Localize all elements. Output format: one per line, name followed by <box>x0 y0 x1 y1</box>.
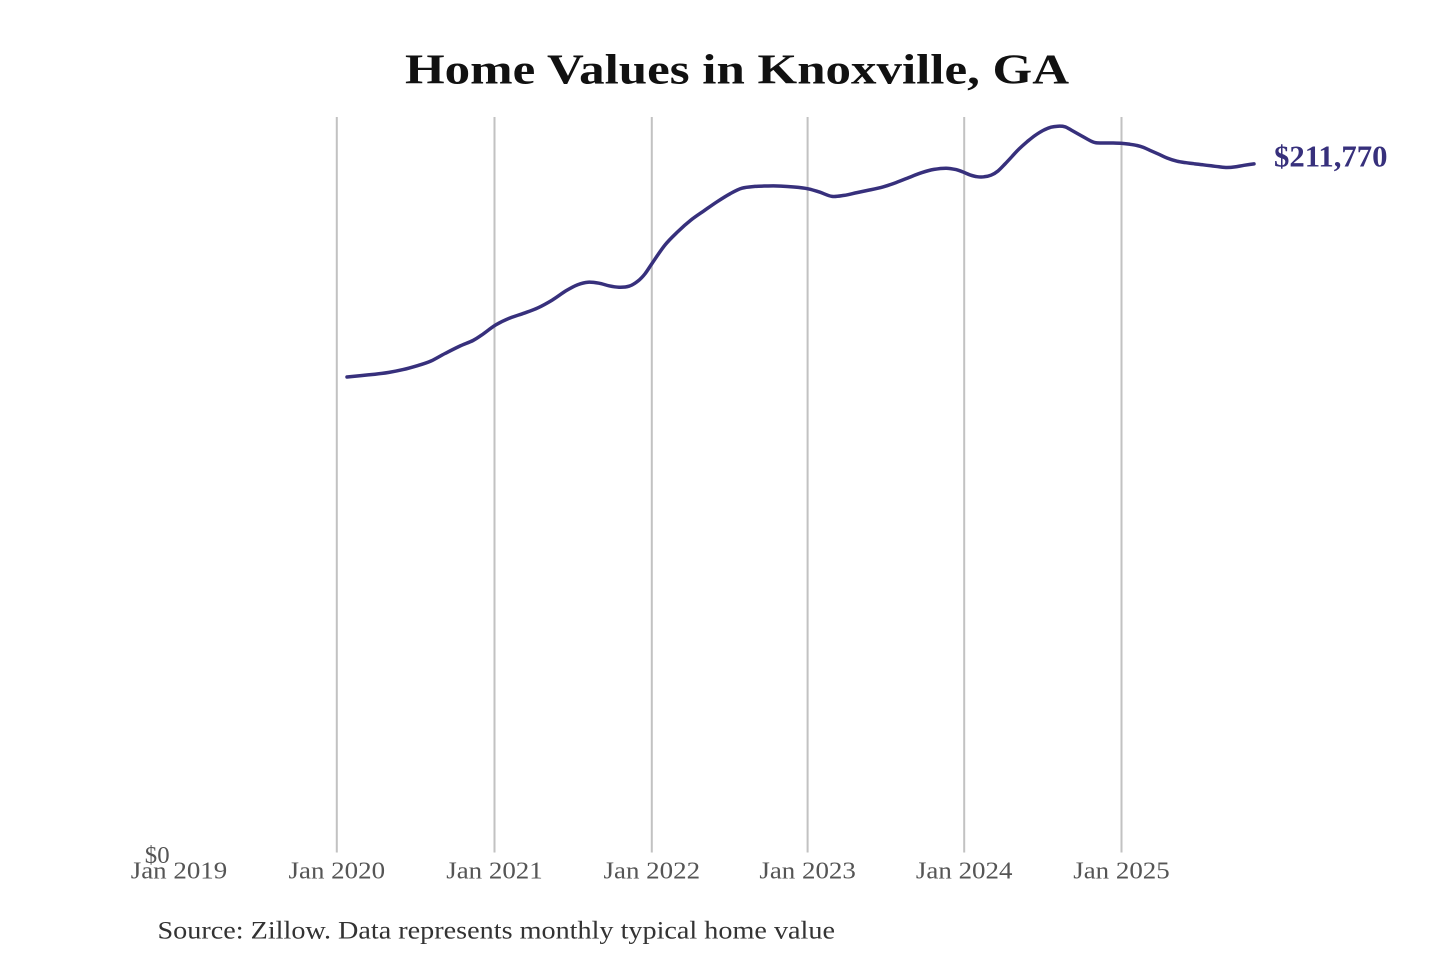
svg-text:Jan 2024: Jan 2024 <box>916 857 1013 884</box>
svg-text:Jan 2021: Jan 2021 <box>446 857 543 884</box>
svg-text:$0: $0 <box>145 842 170 869</box>
svg-text:Source: Zillow. Data represent: Source: Zillow. Data represents monthly … <box>158 915 836 944</box>
svg-text:$211,770: $211,770 <box>1274 139 1388 173</box>
svg-text:Jan 2025: Jan 2025 <box>1073 857 1170 884</box>
svg-text:Jan 2019: Jan 2019 <box>131 857 228 884</box>
svg-text:Jan 2022: Jan 2022 <box>604 857 701 884</box>
svg-text:Jan 2023: Jan 2023 <box>759 857 856 884</box>
svg-text:Home Values in Knoxville, GA: Home Values in Knoxville, GA <box>405 46 1069 93</box>
svg-text:Jan 2020: Jan 2020 <box>289 857 386 884</box>
